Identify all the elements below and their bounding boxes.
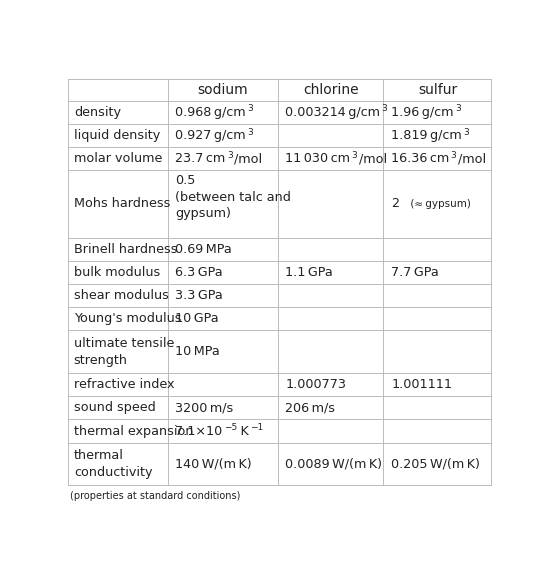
- Text: chlorine: chlorine: [303, 83, 358, 97]
- Text: sodium: sodium: [198, 83, 248, 97]
- Text: 7.7 GPa: 7.7 GPa: [391, 266, 439, 279]
- Text: 1.001111: 1.001111: [391, 378, 452, 391]
- Text: 23.7 cm: 23.7 cm: [175, 153, 225, 166]
- Text: 1.96 g/cm: 1.96 g/cm: [391, 106, 454, 119]
- Text: 10 GPa: 10 GPa: [175, 312, 219, 325]
- Text: 3: 3: [463, 128, 469, 137]
- Text: 0.5
(between talc and
gypsum): 0.5 (between talc and gypsum): [175, 174, 291, 220]
- Text: thermal
conductivity: thermal conductivity: [74, 449, 152, 479]
- Text: 1.000773: 1.000773: [286, 378, 346, 391]
- Text: sound speed: sound speed: [74, 401, 156, 414]
- Text: 140 W/(m K): 140 W/(m K): [175, 458, 252, 471]
- Text: 3.3 GPa: 3.3 GPa: [175, 289, 223, 302]
- Text: (≈ gypsum): (≈ gypsum): [400, 199, 471, 209]
- Text: Young's modulus: Young's modulus: [74, 312, 181, 325]
- Text: 3200 m/s: 3200 m/s: [175, 401, 234, 414]
- Text: refractive index: refractive index: [74, 378, 174, 391]
- Text: 0.69 MPa: 0.69 MPa: [175, 242, 232, 255]
- Text: Brinell hardness: Brinell hardness: [74, 242, 177, 255]
- Text: 0.927 g/cm: 0.927 g/cm: [175, 129, 246, 142]
- Text: −5: −5: [224, 423, 237, 432]
- Text: molar volume: molar volume: [74, 153, 162, 166]
- Text: /mol: /mol: [458, 153, 486, 166]
- Text: 206 m/s: 206 m/s: [286, 401, 335, 414]
- Text: −1: −1: [251, 423, 264, 432]
- Text: 0.0089 W/(m K): 0.0089 W/(m K): [286, 458, 382, 471]
- Text: 2: 2: [391, 198, 399, 211]
- Text: 11 030 cm: 11 030 cm: [286, 153, 351, 166]
- Text: liquid density: liquid density: [74, 129, 160, 142]
- Text: 3: 3: [352, 151, 357, 160]
- Text: 1.1 GPa: 1.1 GPa: [286, 266, 333, 279]
- Text: /mol: /mol: [234, 153, 262, 166]
- Text: 3: 3: [455, 105, 461, 114]
- Text: bulk modulus: bulk modulus: [74, 266, 160, 279]
- Text: ultimate tensile
strength: ultimate tensile strength: [74, 337, 174, 367]
- Text: 1.819 g/cm: 1.819 g/cm: [391, 129, 462, 142]
- Text: (properties at standard conditions): (properties at standard conditions): [70, 491, 241, 501]
- Text: 0.205 W/(m K): 0.205 W/(m K): [391, 458, 480, 471]
- Text: sulfur: sulfur: [418, 83, 457, 97]
- Text: 3: 3: [450, 151, 456, 160]
- Text: 3: 3: [247, 105, 253, 114]
- Text: thermal expansion: thermal expansion: [74, 424, 193, 437]
- Text: 3: 3: [227, 151, 233, 160]
- Text: 0.003214 g/cm: 0.003214 g/cm: [286, 106, 381, 119]
- Text: 7.1×10: 7.1×10: [175, 424, 223, 437]
- Text: 3: 3: [382, 105, 387, 114]
- Text: 0.968 g/cm: 0.968 g/cm: [175, 106, 246, 119]
- Text: K: K: [239, 424, 249, 437]
- Text: 6.3 GPa: 6.3 GPa: [175, 266, 223, 279]
- Text: shear modulus: shear modulus: [74, 289, 169, 302]
- Text: /mol: /mol: [359, 153, 387, 166]
- Text: 16.36 cm: 16.36 cm: [391, 153, 449, 166]
- Text: 10 MPa: 10 MPa: [175, 345, 220, 358]
- Text: Mohs hardness: Mohs hardness: [74, 198, 170, 211]
- Text: density: density: [74, 106, 121, 119]
- Text: 3: 3: [247, 128, 253, 137]
